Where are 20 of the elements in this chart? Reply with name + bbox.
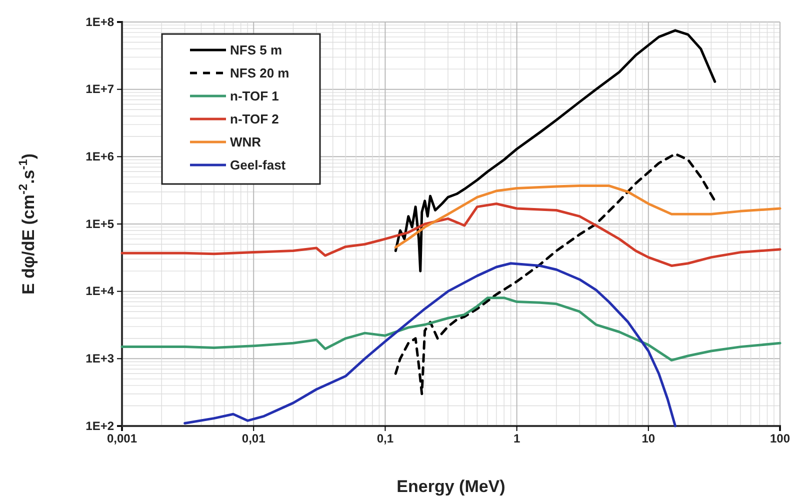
- y-tick-label: 1E+8: [86, 14, 114, 29]
- legend-label: NFS 20 m: [230, 66, 290, 80]
- x-tick-label: 1: [513, 432, 520, 446]
- y-tick-label: 1E+7: [86, 82, 114, 96]
- legend-label: NFS 5 m: [230, 42, 282, 58]
- y-tick-label: 1E+6: [86, 150, 114, 164]
- y-tick-label: 1E+3: [86, 352, 114, 366]
- x-tick-label: 0,1: [376, 432, 394, 446]
- legend-label: Geel-fast: [230, 158, 286, 172]
- x-tick-label: 0,01: [242, 432, 266, 446]
- legend-label: WNR: [230, 134, 262, 150]
- legend-label: n-TOF 1: [230, 88, 279, 104]
- x-tick-label: 10: [642, 432, 656, 446]
- y-tick-label: 1E+2: [86, 418, 114, 433]
- legend-label: n-TOF 2: [230, 112, 279, 126]
- x-tick-label: 0,001: [106, 432, 138, 446]
- y-tick-label: 1E+5: [86, 216, 114, 231]
- x-axis-title: Energy (MeV): [396, 477, 506, 496]
- x-tick-label: 100: [770, 432, 790, 446]
- y-tick-label: 1E+4: [86, 284, 114, 298]
